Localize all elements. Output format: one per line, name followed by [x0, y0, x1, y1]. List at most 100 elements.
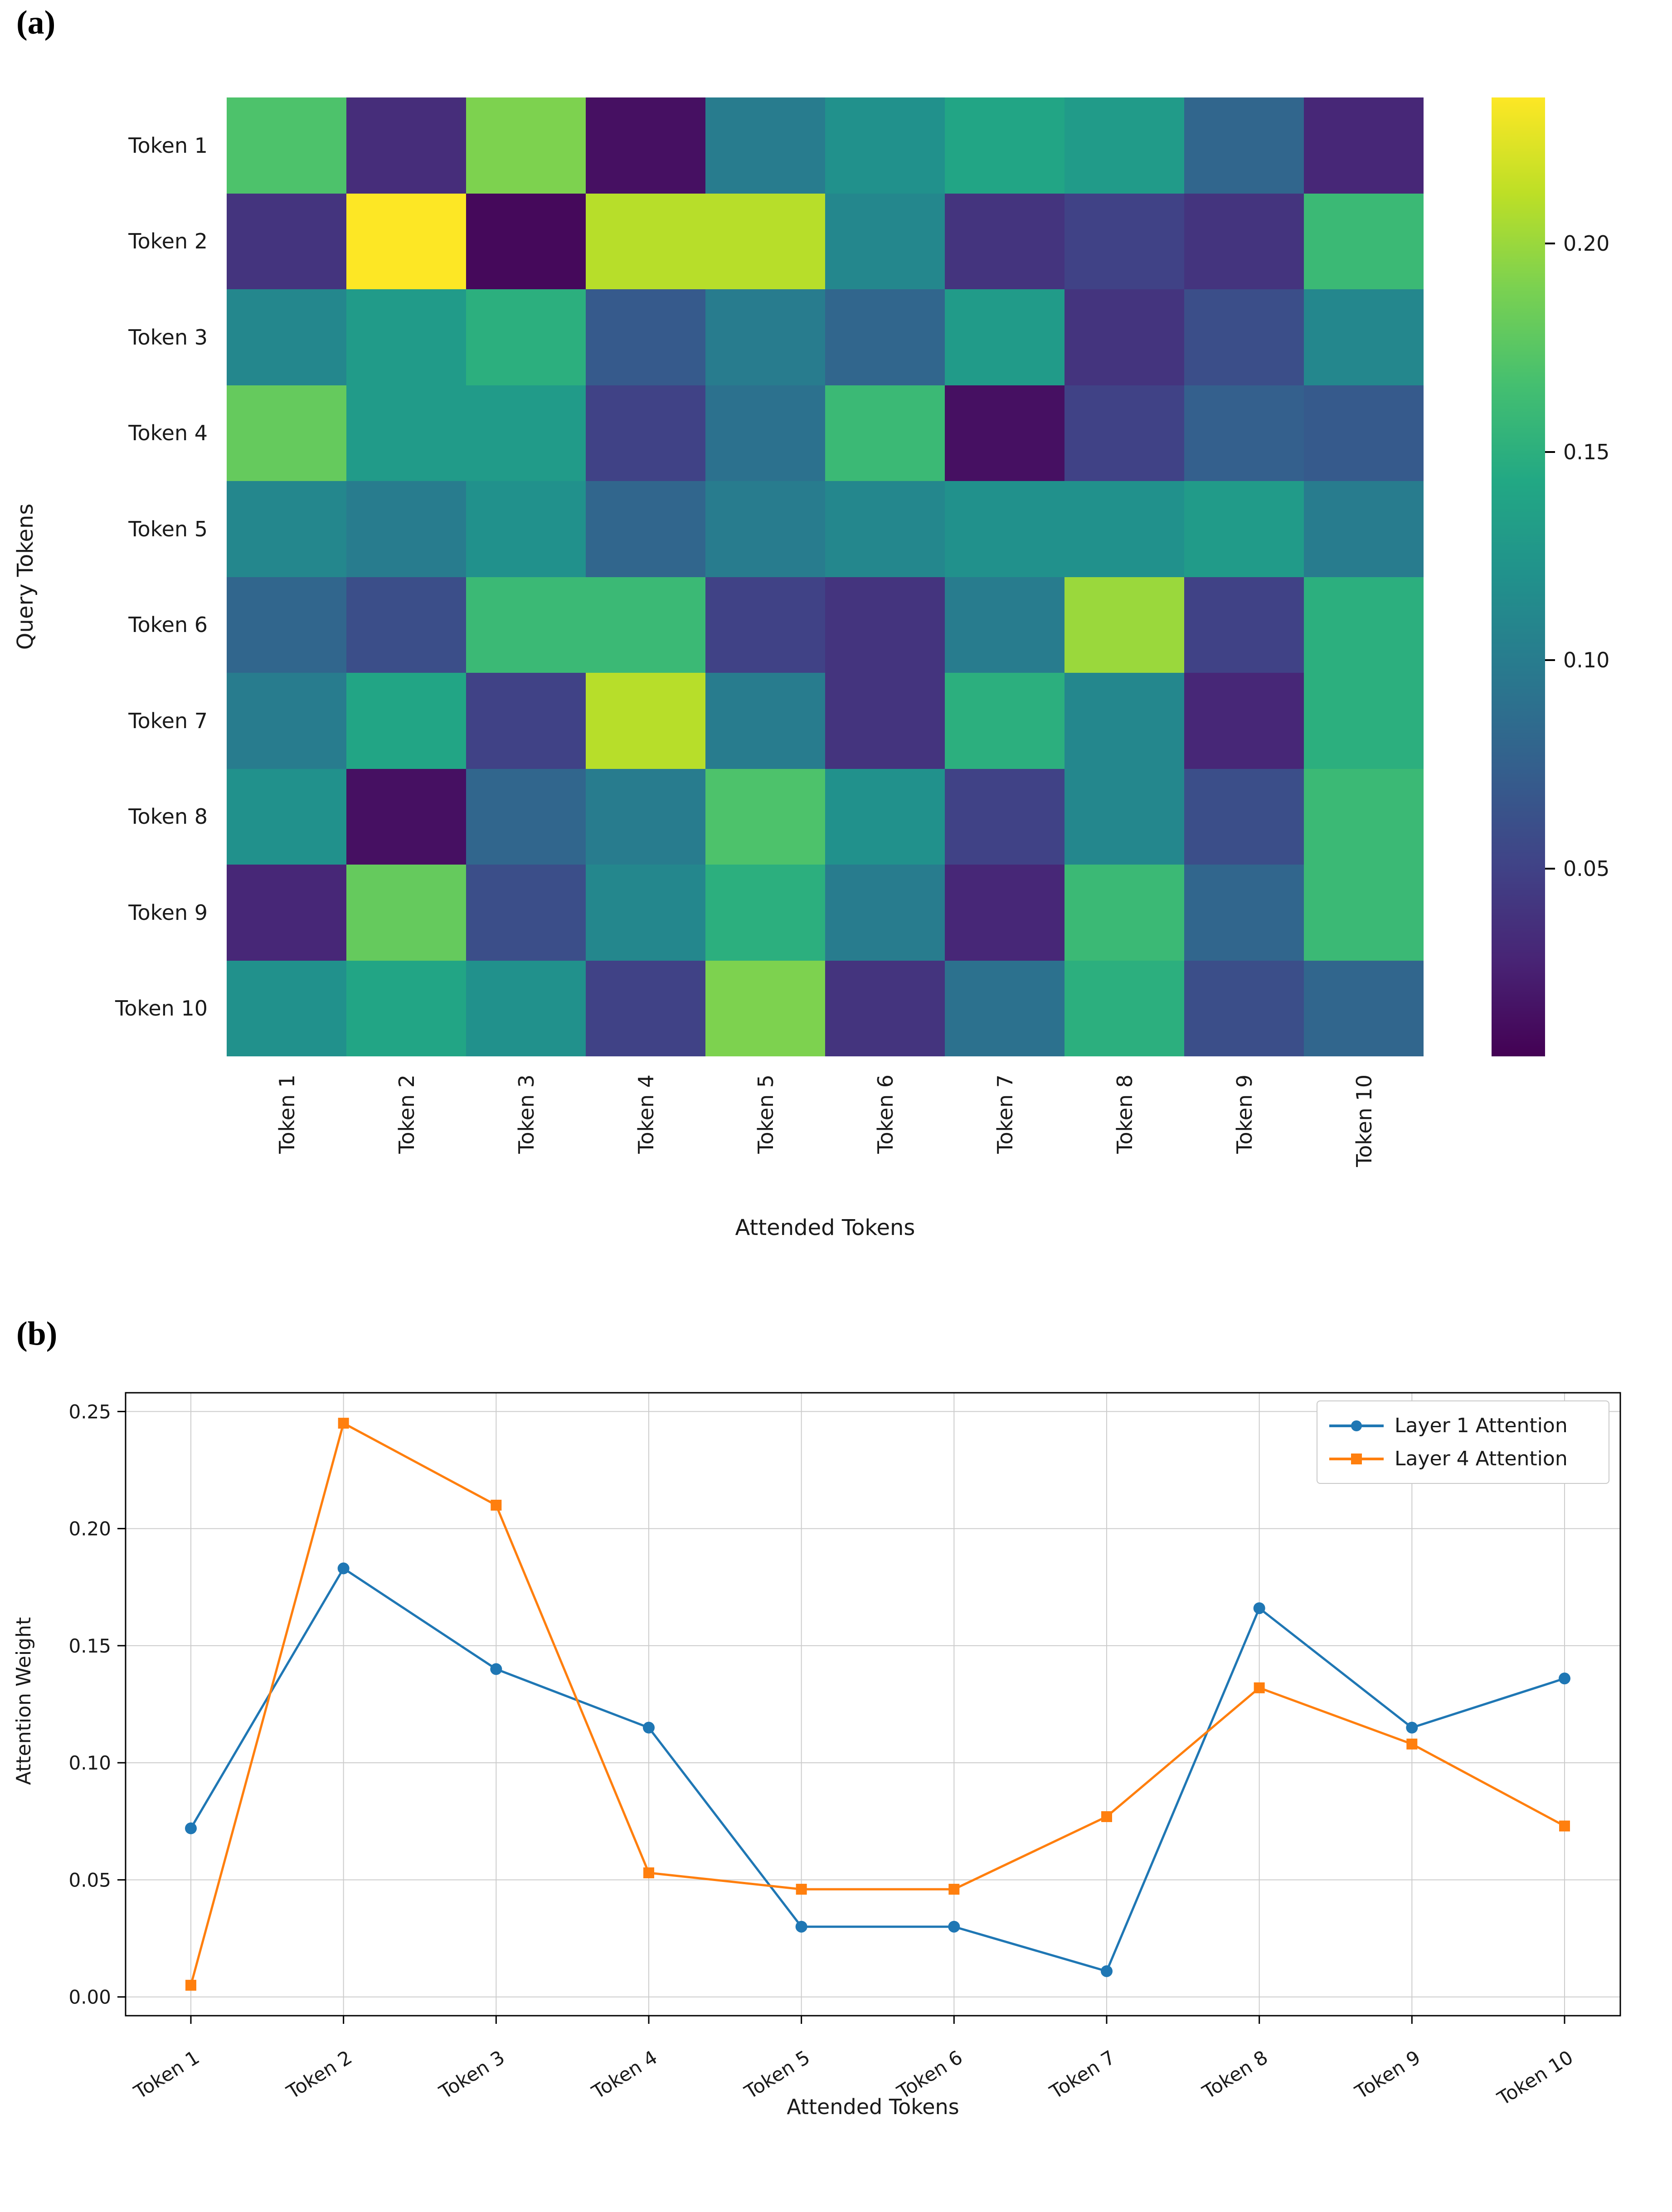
heatmap-cell — [346, 289, 466, 385]
y-tick-label: 0.00 — [68, 1986, 111, 2008]
heatmap-cell — [705, 481, 825, 577]
series-2-marker — [338, 1418, 349, 1429]
y-tick-label: 0.20 — [68, 1518, 111, 1540]
heatmap-y-tick-label: Token 2 — [128, 229, 208, 254]
series-2-marker — [491, 1499, 502, 1511]
series-1-marker — [185, 1822, 197, 1834]
heatmap-cell — [1304, 673, 1424, 769]
heatmap-cell — [586, 960, 705, 1056]
heatmap-cell — [1064, 385, 1184, 481]
series-1-marker — [1101, 1965, 1113, 1977]
heatmap-cell — [227, 289, 346, 385]
heatmap-cell — [586, 289, 705, 385]
heatmap-cell — [1064, 481, 1184, 577]
colorbar-tick — [1545, 868, 1555, 870]
heatmap-grid — [227, 97, 1424, 1056]
heatmap-cell — [346, 577, 466, 673]
heatmap-cell — [945, 193, 1064, 289]
heatmap-cell — [705, 577, 825, 673]
heatmap-cell — [1304, 289, 1424, 385]
heatmap-cell — [466, 960, 586, 1056]
heatmap-cell — [945, 289, 1064, 385]
y-tick-label: 0.10 — [68, 1752, 111, 1774]
heatmap-cell — [1184, 289, 1304, 385]
series-line-2 — [190, 1421, 1565, 1986]
heatmap-cell — [586, 673, 705, 769]
heatmap-cell — [705, 193, 825, 289]
axes-box — [125, 1392, 1621, 2017]
series-1-marker — [1559, 1672, 1570, 1685]
heatmap-cell — [825, 385, 945, 481]
heatmap-y-tick-label: Token 1 — [128, 133, 208, 158]
colorbar-tick — [1545, 451, 1555, 453]
heatmap-cell — [1184, 673, 1304, 769]
panel-b-label: (b) — [16, 1315, 58, 1352]
heatmap-cell — [1304, 960, 1424, 1056]
heatmap-cell — [227, 577, 346, 673]
heatmap-cell — [945, 385, 1064, 481]
layer1-line-marker-icon — [1329, 1417, 1384, 1435]
heatmap-y-tick-label: Token 6 — [128, 613, 208, 637]
heatmap-cell — [1064, 673, 1184, 769]
series-2-marker — [1559, 1820, 1570, 1832]
heatmap-cell — [227, 865, 346, 961]
heatmap-y-axis-title: Query Tokens — [13, 503, 38, 650]
series-2-marker — [948, 1884, 960, 1895]
heatmap-cell — [1304, 193, 1424, 289]
heatmap-cell — [825, 768, 945, 865]
series-1-marker — [643, 1721, 655, 1734]
heatmap-cell — [227, 960, 346, 1056]
layer4-line-marker-icon — [1329, 1450, 1384, 1468]
series-1-marker — [948, 1920, 960, 1933]
heatmap-cell — [1184, 865, 1304, 961]
heatmap-cell — [1304, 865, 1424, 961]
legend-entry-layer4: Layer 4 Attention — [1329, 1447, 1609, 1470]
heatmap-cell — [1064, 865, 1184, 961]
heatmap-cell — [227, 481, 346, 577]
heatmap-cell — [825, 960, 945, 1056]
heatmap-cell — [705, 865, 825, 961]
heatmap-cell — [466, 193, 586, 289]
heatmap-cell — [825, 193, 945, 289]
legend-label-layer1: Layer 1 Attention — [1395, 1414, 1568, 1437]
heatmap-cell — [945, 97, 1064, 194]
heatmap-cell — [945, 481, 1064, 577]
heatmap-cell — [1064, 577, 1184, 673]
heatmap-y-tick-label: Token 3 — [128, 325, 208, 350]
heatmap-cell — [1184, 385, 1304, 481]
heatmap-cell — [1064, 289, 1184, 385]
heatmap-cell — [466, 577, 586, 673]
heatmap-cell — [945, 577, 1064, 673]
heatmap-cell — [825, 673, 945, 769]
heatmap-cell — [227, 193, 346, 289]
heatmap-cell — [1184, 577, 1304, 673]
heatmap-cell — [705, 97, 825, 194]
heatmap-cell — [227, 768, 346, 865]
heatmap-cell — [586, 193, 705, 289]
panel-a-label: (a) — [16, 4, 56, 41]
heatmap-cell — [945, 768, 1064, 865]
heatmap-cell — [1304, 97, 1424, 194]
heatmap-cell — [586, 865, 705, 961]
heatmap-cell — [825, 865, 945, 961]
heatmap-cell — [346, 97, 466, 194]
colorbar-tick-label: 0.05 — [1563, 856, 1610, 881]
heatmap-cell — [1304, 385, 1424, 481]
heatmap-y-tick-label: Token 7 — [128, 708, 208, 733]
y-tick-label: 0.05 — [68, 1869, 111, 1891]
series-2-marker — [1101, 1811, 1112, 1822]
heatmap-cell — [705, 289, 825, 385]
series-2-marker — [643, 1867, 654, 1878]
heatmap-cell — [1064, 960, 1184, 1056]
heatmap-cell — [705, 960, 825, 1056]
heatmap-cell — [945, 673, 1064, 769]
line-chart-x-axis-title: Attended Tokens — [787, 2095, 959, 2119]
heatmap-cell — [1304, 768, 1424, 865]
heatmap-cell — [1304, 481, 1424, 577]
heatmap-cell — [466, 289, 586, 385]
colorbar-tick-label: 0.20 — [1563, 231, 1610, 256]
heatmap-cell — [705, 768, 825, 865]
heatmap-cell — [346, 960, 466, 1056]
heatmap-cell — [466, 865, 586, 961]
heatmap-cell — [586, 385, 705, 481]
